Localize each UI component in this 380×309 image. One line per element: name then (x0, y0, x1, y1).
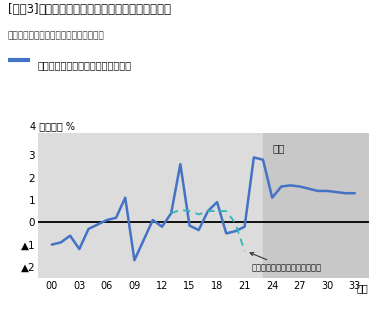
Bar (38, 200, 369, 222)
Text: 消費者物価（生鮮食品を除く総合）の予測: 消費者物価（生鮮食品を除く総合）の予測 (38, 3, 171, 16)
Bar (38, 155, 369, 178)
Text: 予測: 予測 (272, 143, 285, 153)
Text: 資料：総務省統計局「消費者物価指数」: 資料：総務省統計局「消費者物価指数」 (8, 31, 104, 40)
Text: 4 前年度比 %: 4 前年度比 % (30, 121, 75, 131)
Bar (38, 245, 369, 267)
Text: 消費者物価（生鮮食品を除く総合）: 消費者物価（生鮮食品を除く総合） (38, 60, 132, 70)
Bar (38, 178, 369, 200)
Bar (38, 222, 369, 245)
Text: [図表3]: [図表3] (8, 3, 38, 16)
Text: 年度: 年度 (357, 283, 369, 293)
Bar (263, 133, 369, 278)
Text: 消費税率引き上げの影響を除く: 消費税率引き上げの影響を除く (250, 252, 322, 273)
